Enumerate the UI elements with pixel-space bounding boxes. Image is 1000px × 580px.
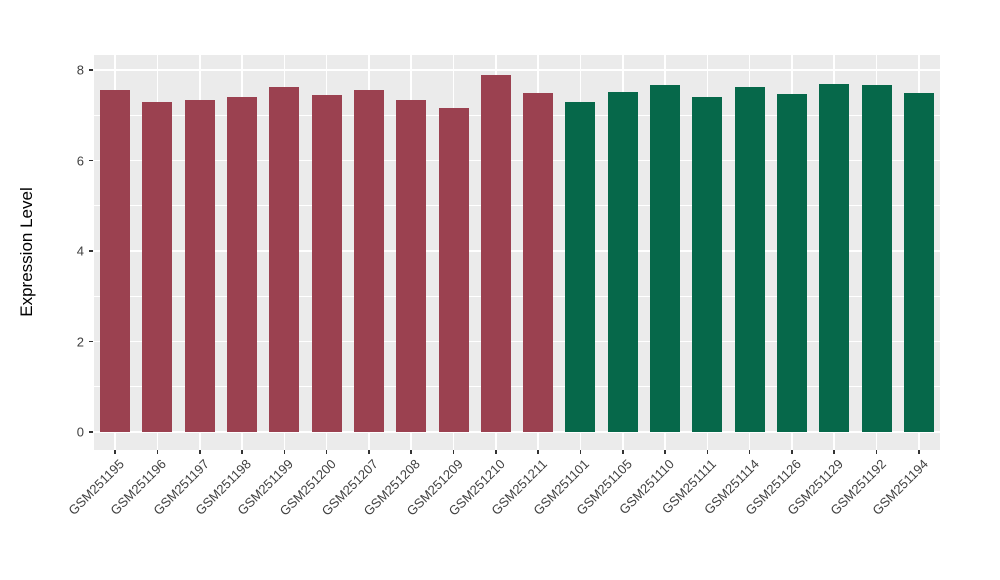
x-tick-mark [918,450,920,454]
major-gridline [94,69,940,71]
y-tick-label: 6 [76,153,84,168]
y-tick-label: 4 [76,243,84,259]
major-gridline [94,159,940,162]
y-tick-mark [89,159,93,162]
y-tick-mark [89,250,93,252]
bar-GSM251196 [142,101,173,432]
bar-GSM251126 [776,93,807,432]
bar-GSM251209 [438,107,469,432]
bar-GSM251197 [184,100,215,432]
x-tick-mark [875,450,878,454]
y-tick-mark [89,340,93,343]
bar-GSM251114 [734,86,765,432]
bar-GSM251211 [523,93,554,432]
x-tick-mark [791,450,793,454]
x-tick-mark [748,450,751,454]
minor-gridline [94,295,940,297]
bar-GSM251101 [565,101,596,432]
bar-GSM251192 [861,84,892,432]
x-tick-mark [537,450,539,454]
bar-GSM251207 [353,90,384,432]
x-tick-mark [621,450,624,454]
bar-GSM251195 [100,90,131,432]
minor-gridline [94,205,940,207]
plot-panel [94,55,940,450]
bar-GSM251199 [269,86,300,432]
x-tick-mark [241,450,243,454]
x-tick-mark [495,450,497,454]
x-tick-mark [198,450,201,454]
y-axis-title: Expression Level [17,187,36,317]
bar-GSM251210 [480,75,511,432]
bar-GSM251198 [227,96,258,432]
major-gridline [94,250,940,252]
y-tick-label: 2 [76,334,84,349]
bar-GSM251208 [396,100,427,432]
bar-GSM251105 [607,92,638,432]
y-tick-label: 0 [76,424,84,440]
x-tick-mark [833,450,836,454]
x-tick-mark [156,450,159,454]
bar-GSM251111 [692,96,723,432]
x-tick-mark [664,450,666,454]
major-gridline [94,340,940,343]
x-tick-mark [283,450,286,454]
minor-gridline [94,386,940,388]
major-gridline [94,431,940,433]
x-tick-mark [325,450,328,454]
bar-GSM251110 [650,84,681,432]
bar-GSM251129 [819,83,850,432]
x-tick-mark [706,450,709,454]
minor-gridline [94,114,940,116]
y-tick-mark [89,431,93,433]
bar-GSM251200 [311,95,342,432]
x-tick-mark [114,450,116,454]
y-tick-mark [89,69,93,71]
x-tick-mark [410,450,413,454]
y-tick-label: 8 [76,62,84,78]
x-tick-mark [368,450,370,454]
x-tick-mark [452,450,455,454]
bar-GSM251194 [903,92,934,432]
x-tick-mark [579,450,582,454]
